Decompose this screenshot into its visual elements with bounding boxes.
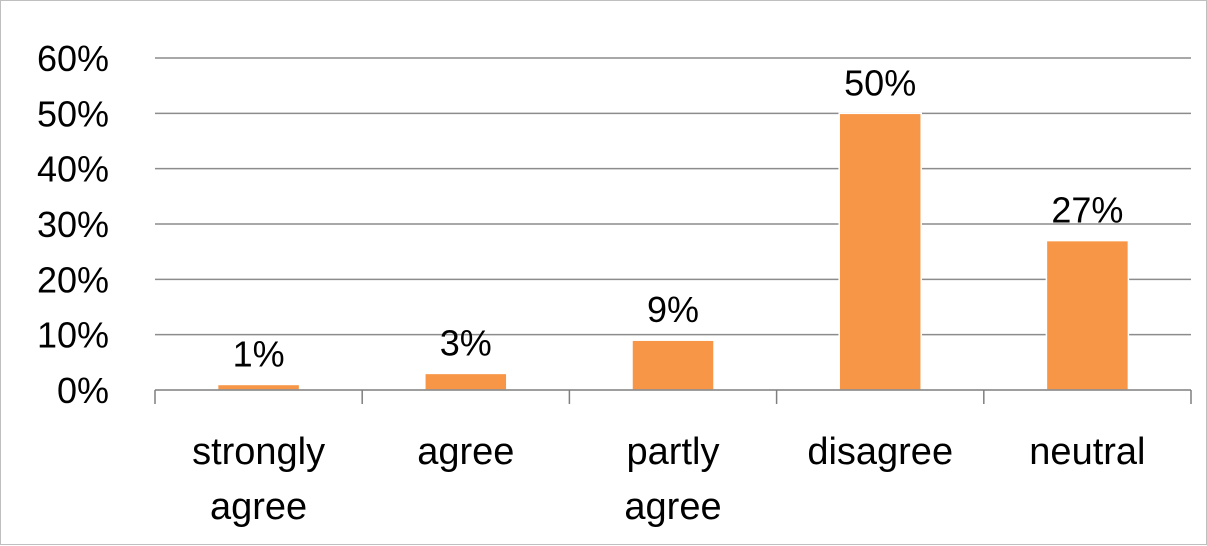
category-label: partly agree [624, 431, 721, 528]
bar [424, 372, 508, 391]
category-label: agree [417, 431, 514, 473]
category-label: strongly agree [192, 431, 325, 528]
data-label: 50% [844, 62, 916, 103]
category-label: disagree [807, 431, 953, 473]
y-tick-label: 30% [37, 204, 109, 245]
bar [1045, 239, 1130, 391]
gridlines [155, 57, 1191, 336]
y-tick-label: 60% [37, 38, 109, 79]
y-tick-label: 40% [37, 149, 109, 190]
category-label: neutral [1029, 431, 1145, 473]
category-label-line: agree [210, 486, 307, 528]
data-label: 27% [1051, 190, 1123, 231]
data-label: 9% [647, 289, 699, 330]
category-label-line: partly [627, 431, 720, 473]
y-tick-label: 10% [37, 315, 109, 356]
y-tick-label: 20% [37, 259, 109, 300]
category-label-line: disagree [807, 431, 953, 473]
data-label: 3% [440, 322, 492, 363]
data-label: 1% [233, 333, 285, 374]
category-labels: strongly agree agree partly agree disagree neu… [192, 431, 1145, 528]
y-tick-label: 0% [57, 370, 109, 411]
data-labels: 1% 3% 9% 50% 27% [233, 62, 1124, 374]
y-tick-label: 50% [37, 93, 109, 134]
bar [631, 339, 715, 391]
bars [216, 112, 1130, 391]
bar [216, 383, 301, 391]
category-label-line: agree [417, 431, 514, 473]
category-label-line: strongly [192, 431, 325, 473]
category-label-line: neutral [1029, 431, 1145, 473]
category-label-line: agree [624, 486, 721, 528]
y-tick-labels: 0% 10% 20% 30% 40% 50% 60% [37, 38, 109, 411]
bar [838, 112, 922, 391]
x-axis [154, 389, 1192, 404]
